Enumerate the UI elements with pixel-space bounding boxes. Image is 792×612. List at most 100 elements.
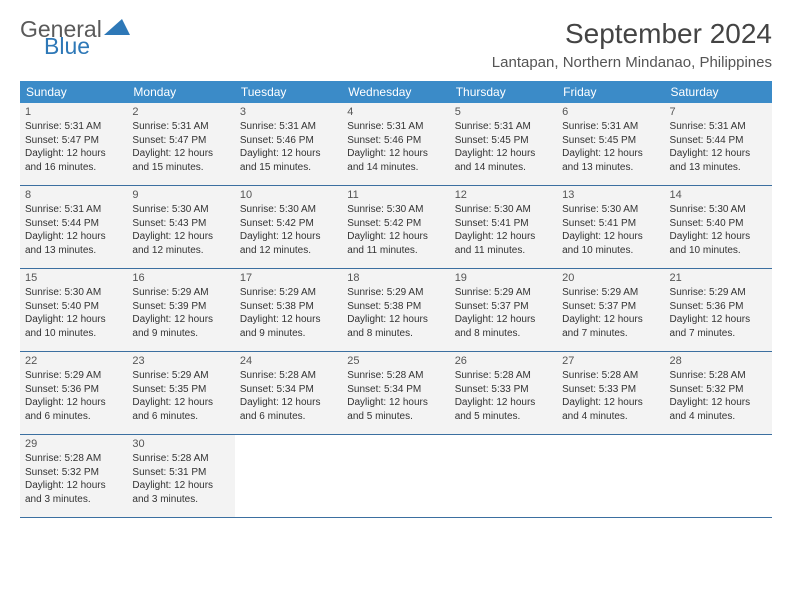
week-row: 29Sunrise: 5:28 AMSunset: 5:32 PMDayligh… [20,435,772,518]
day-number: 21 [670,272,767,284]
sunset-line: Sunset: 5:37 PM [562,300,659,314]
header: General Blue September 2024 Lantapan, No… [20,18,772,71]
daylight-line: Daylight: 12 hours and 11 minutes. [455,230,552,257]
daylight-line: Daylight: 12 hours and 14 minutes. [347,147,444,174]
sunrise-line: Sunrise: 5:30 AM [132,203,229,217]
daylight-line: Daylight: 12 hours and 15 minutes. [132,147,229,174]
day-number: 18 [347,272,444,284]
sunrise-line: Sunrise: 5:31 AM [455,120,552,134]
sunset-line: Sunset: 5:32 PM [25,466,122,480]
day-number: 30 [132,438,229,450]
daylight-line: Daylight: 12 hours and 14 minutes. [455,147,552,174]
sunset-line: Sunset: 5:35 PM [132,383,229,397]
sunrise-line: Sunrise: 5:31 AM [25,120,122,134]
sunset-line: Sunset: 5:41 PM [562,217,659,231]
day-cell: 24Sunrise: 5:28 AMSunset: 5:34 PMDayligh… [235,352,342,434]
sunset-line: Sunset: 5:42 PM [347,217,444,231]
sunrise-line: Sunrise: 5:30 AM [25,286,122,300]
sunrise-line: Sunrise: 5:31 AM [25,203,122,217]
day-cell [235,435,342,517]
day-number: 24 [240,355,337,367]
day-cell [665,435,772,517]
day-cell: 5Sunrise: 5:31 AMSunset: 5:45 PMDaylight… [450,103,557,185]
day-cell: 4Sunrise: 5:31 AMSunset: 5:46 PMDaylight… [342,103,449,185]
day-cell: 18Sunrise: 5:29 AMSunset: 5:38 PMDayligh… [342,269,449,351]
sunrise-line: Sunrise: 5:28 AM [240,369,337,383]
daylight-line: Daylight: 12 hours and 7 minutes. [670,313,767,340]
sunrise-line: Sunrise: 5:30 AM [347,203,444,217]
daylight-line: Daylight: 12 hours and 16 minutes. [25,147,122,174]
day-number: 17 [240,272,337,284]
sunset-line: Sunset: 5:39 PM [132,300,229,314]
day-cell: 13Sunrise: 5:30 AMSunset: 5:41 PMDayligh… [557,186,664,268]
sunrise-line: Sunrise: 5:29 AM [347,286,444,300]
day-cell: 7Sunrise: 5:31 AMSunset: 5:44 PMDaylight… [665,103,772,185]
sunset-line: Sunset: 5:36 PM [25,383,122,397]
logo: General Blue [20,18,130,58]
day-cell: 19Sunrise: 5:29 AMSunset: 5:37 PMDayligh… [450,269,557,351]
day-number: 4 [347,106,444,118]
week-row: 1Sunrise: 5:31 AMSunset: 5:47 PMDaylight… [20,103,772,186]
weekday-header: Sunday [20,81,127,103]
day-cell: 8Sunrise: 5:31 AMSunset: 5:44 PMDaylight… [20,186,127,268]
sunset-line: Sunset: 5:40 PM [25,300,122,314]
sunset-line: Sunset: 5:38 PM [240,300,337,314]
sunset-line: Sunset: 5:46 PM [347,134,444,148]
day-cell: 14Sunrise: 5:30 AMSunset: 5:40 PMDayligh… [665,186,772,268]
day-number: 20 [562,272,659,284]
sunrise-line: Sunrise: 5:31 AM [670,120,767,134]
daylight-line: Daylight: 12 hours and 13 minutes. [670,147,767,174]
sunset-line: Sunset: 5:34 PM [347,383,444,397]
day-number: 11 [347,189,444,201]
day-number: 26 [455,355,552,367]
day-number: 28 [670,355,767,367]
day-number: 14 [670,189,767,201]
weekday-header: Wednesday [342,81,449,103]
sunrise-line: Sunrise: 5:29 AM [25,369,122,383]
day-cell: 23Sunrise: 5:29 AMSunset: 5:35 PMDayligh… [127,352,234,434]
sunset-line: Sunset: 5:31 PM [132,466,229,480]
day-cell: 6Sunrise: 5:31 AMSunset: 5:45 PMDaylight… [557,103,664,185]
day-cell: 3Sunrise: 5:31 AMSunset: 5:46 PMDaylight… [235,103,342,185]
daylight-line: Daylight: 12 hours and 8 minutes. [347,313,444,340]
weekday-header: Friday [557,81,664,103]
day-cell: 25Sunrise: 5:28 AMSunset: 5:34 PMDayligh… [342,352,449,434]
weekday-header: Saturday [665,81,772,103]
sunset-line: Sunset: 5:44 PM [25,217,122,231]
daylight-line: Daylight: 12 hours and 6 minutes. [240,396,337,423]
calendar: SundayMondayTuesdayWednesdayThursdayFrid… [20,81,772,518]
daylight-line: Daylight: 12 hours and 5 minutes. [347,396,444,423]
sunrise-line: Sunrise: 5:29 AM [240,286,337,300]
daylight-line: Daylight: 12 hours and 13 minutes. [25,230,122,257]
sunrise-line: Sunrise: 5:30 AM [562,203,659,217]
daylight-line: Daylight: 12 hours and 4 minutes. [670,396,767,423]
day-cell: 1Sunrise: 5:31 AMSunset: 5:47 PMDaylight… [20,103,127,185]
day-cell: 16Sunrise: 5:29 AMSunset: 5:39 PMDayligh… [127,269,234,351]
sunset-line: Sunset: 5:46 PM [240,134,337,148]
day-number: 23 [132,355,229,367]
sunset-line: Sunset: 5:41 PM [455,217,552,231]
daylight-line: Daylight: 12 hours and 6 minutes. [25,396,122,423]
sunrise-line: Sunrise: 5:28 AM [562,369,659,383]
sunset-line: Sunset: 5:43 PM [132,217,229,231]
sunset-line: Sunset: 5:44 PM [670,134,767,148]
day-cell: 26Sunrise: 5:28 AMSunset: 5:33 PMDayligh… [450,352,557,434]
sunrise-line: Sunrise: 5:28 AM [455,369,552,383]
day-cell: 11Sunrise: 5:30 AMSunset: 5:42 PMDayligh… [342,186,449,268]
daylight-line: Daylight: 12 hours and 10 minutes. [562,230,659,257]
sunset-line: Sunset: 5:37 PM [455,300,552,314]
month-title: September 2024 [492,18,772,50]
week-row: 8Sunrise: 5:31 AMSunset: 5:44 PMDaylight… [20,186,772,269]
day-cell: 28Sunrise: 5:28 AMSunset: 5:32 PMDayligh… [665,352,772,434]
day-cell: 21Sunrise: 5:29 AMSunset: 5:36 PMDayligh… [665,269,772,351]
weekday-header: Thursday [450,81,557,103]
day-cell: 30Sunrise: 5:28 AMSunset: 5:31 PMDayligh… [127,435,234,517]
daylight-line: Daylight: 12 hours and 6 minutes. [132,396,229,423]
day-cell: 12Sunrise: 5:30 AMSunset: 5:41 PMDayligh… [450,186,557,268]
weekday-header: Tuesday [235,81,342,103]
daylight-line: Daylight: 12 hours and 8 minutes. [455,313,552,340]
day-cell [557,435,664,517]
daylight-line: Daylight: 12 hours and 3 minutes. [132,479,229,506]
day-number: 16 [132,272,229,284]
sunset-line: Sunset: 5:42 PM [240,217,337,231]
